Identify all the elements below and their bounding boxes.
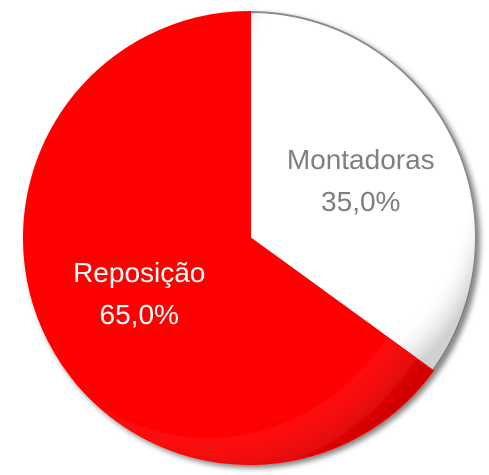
slice-label: Reposição <box>73 257 205 288</box>
slice-label: Montadoras <box>287 144 435 175</box>
slice-shading <box>23 12 433 465</box>
slice-value-label: 35,0% <box>321 186 400 217</box>
slice-value-label: 65,0% <box>100 299 179 330</box>
slice-shading <box>250 12 476 371</box>
